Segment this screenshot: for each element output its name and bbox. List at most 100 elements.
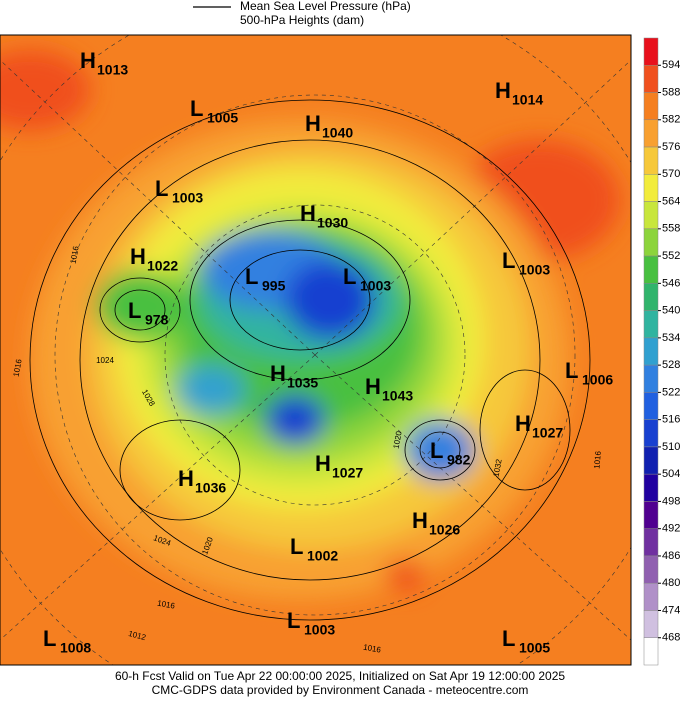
colorbar-label: 576 xyxy=(662,141,680,153)
center-pressure: 1006 xyxy=(582,372,613,388)
center-letter: L xyxy=(565,358,578,383)
center-letter: H xyxy=(300,201,316,226)
colorbar-cell xyxy=(643,501,659,529)
colorbar-cell xyxy=(643,37,659,66)
colorbar-label: 570 xyxy=(662,168,680,180)
center-letter: L xyxy=(155,176,168,201)
center-letter: L xyxy=(190,96,203,121)
center-letter: L xyxy=(43,626,56,651)
center-pressure: 1035 xyxy=(287,375,318,391)
colorbar-label: 498 xyxy=(662,495,680,507)
center-pressure: 1002 xyxy=(307,548,338,564)
center-pressure: 1027 xyxy=(532,425,563,441)
colorbar-cell xyxy=(643,364,659,393)
center-pressure: 1003 xyxy=(304,622,335,638)
colorbar-cell xyxy=(643,119,659,148)
center-pressure: 1003 xyxy=(360,278,391,294)
center-pressure: 982 xyxy=(447,452,471,468)
colorbar-label: 522 xyxy=(662,386,680,398)
center-pressure: 1013 xyxy=(97,62,128,78)
center-letter: H xyxy=(305,111,321,136)
colorbar-cell xyxy=(643,146,659,175)
center-pressure: 1040 xyxy=(322,125,353,141)
center-letter: L xyxy=(343,264,356,289)
colorbar-cell xyxy=(643,283,659,311)
colorbar-cell xyxy=(643,228,659,257)
colorbar-label: 510 xyxy=(662,441,680,453)
map-frame xyxy=(0,34,632,666)
isobar-label: 1020 xyxy=(392,430,404,450)
colorbar-cell xyxy=(643,65,659,93)
colorbar-label: 540 xyxy=(662,305,680,317)
center-letter: L xyxy=(290,534,303,559)
center-letter: H xyxy=(495,78,511,103)
center-pressure: 978 xyxy=(145,312,169,328)
center-pressure: 1005 xyxy=(519,640,550,656)
isobar-label: 1016 xyxy=(592,450,603,469)
center-pressure: 1043 xyxy=(382,388,413,404)
isobar-label: 1024 xyxy=(96,356,114,365)
center-pressure: 1008 xyxy=(60,640,91,656)
colorbar-label: 552 xyxy=(662,250,680,262)
colorbar-label: 546 xyxy=(662,277,680,289)
colorbar-cell xyxy=(643,419,659,448)
center-letter: H xyxy=(365,374,381,399)
center-letter: L xyxy=(128,298,141,323)
colorbar-cell xyxy=(643,392,659,420)
colorbar-cell xyxy=(643,201,659,230)
center-pressure: 1005 xyxy=(207,110,238,126)
center-pressure: 1030 xyxy=(317,215,348,231)
center-letter: L xyxy=(502,248,515,273)
colorbar-label: 492 xyxy=(662,523,680,535)
center-pressure: 1014 xyxy=(512,92,543,108)
isobar-label: 1016 xyxy=(69,245,81,265)
colorbar-cell xyxy=(643,473,659,502)
colorbar-label: 480 xyxy=(662,577,680,589)
center-letter: H xyxy=(412,508,428,533)
center-letter: L xyxy=(430,438,443,463)
colorbar-label: 558 xyxy=(662,223,680,235)
colorbar-label: 468 xyxy=(662,632,680,644)
center-letter: L xyxy=(287,608,300,633)
legend-mslp: Mean Sea Level Pressure (hPa) xyxy=(240,0,411,13)
colorbar-cell xyxy=(643,637,659,666)
colorbar-cell xyxy=(643,446,659,475)
colorbar-label: 516 xyxy=(662,414,680,426)
isobar-label: 1016 xyxy=(363,643,383,655)
center-letter: H xyxy=(178,466,194,491)
colorbar-label: 528 xyxy=(662,359,680,371)
center-letter: H xyxy=(515,411,531,436)
center-letter: H xyxy=(315,451,331,476)
isobar-label: 1016 xyxy=(12,358,24,378)
center-letter: H xyxy=(130,244,146,269)
colorbar-label: 486 xyxy=(662,550,680,562)
center-pressure: 1027 xyxy=(332,465,363,481)
colorbar-label: 588 xyxy=(662,86,680,98)
center-pressure: 1003 xyxy=(172,190,203,206)
center-pressure: 995 xyxy=(262,278,286,294)
center-letter: H xyxy=(80,48,96,73)
colorbar-label: 594 xyxy=(662,59,680,71)
center-pressure: 1003 xyxy=(519,262,550,278)
footer-valid: 60-h Fcst Valid on Tue Apr 22 00:00:00 2… xyxy=(115,669,565,683)
colorbar-label: 534 xyxy=(662,332,680,344)
colorbar-cell xyxy=(643,528,659,557)
center-pressure: 1026 xyxy=(429,522,460,538)
footer-credit: CMC-GDPS data provided by Environment Ca… xyxy=(152,683,529,697)
colorbar-label: 564 xyxy=(662,195,680,207)
colorbar-cell xyxy=(643,255,659,284)
colorbar-cell xyxy=(643,337,659,366)
colorbar-cell xyxy=(643,310,659,339)
center-letter: L xyxy=(245,264,258,289)
center-pressure: 1022 xyxy=(147,258,178,274)
colorbar-cell xyxy=(643,555,659,584)
legend-heights: 500-hPa Heights (dam) xyxy=(240,13,364,27)
center-letter: L xyxy=(502,626,515,651)
center-letter: H xyxy=(270,361,286,386)
colorbar-cell xyxy=(643,610,659,638)
colorbar-label: 504 xyxy=(662,468,680,480)
